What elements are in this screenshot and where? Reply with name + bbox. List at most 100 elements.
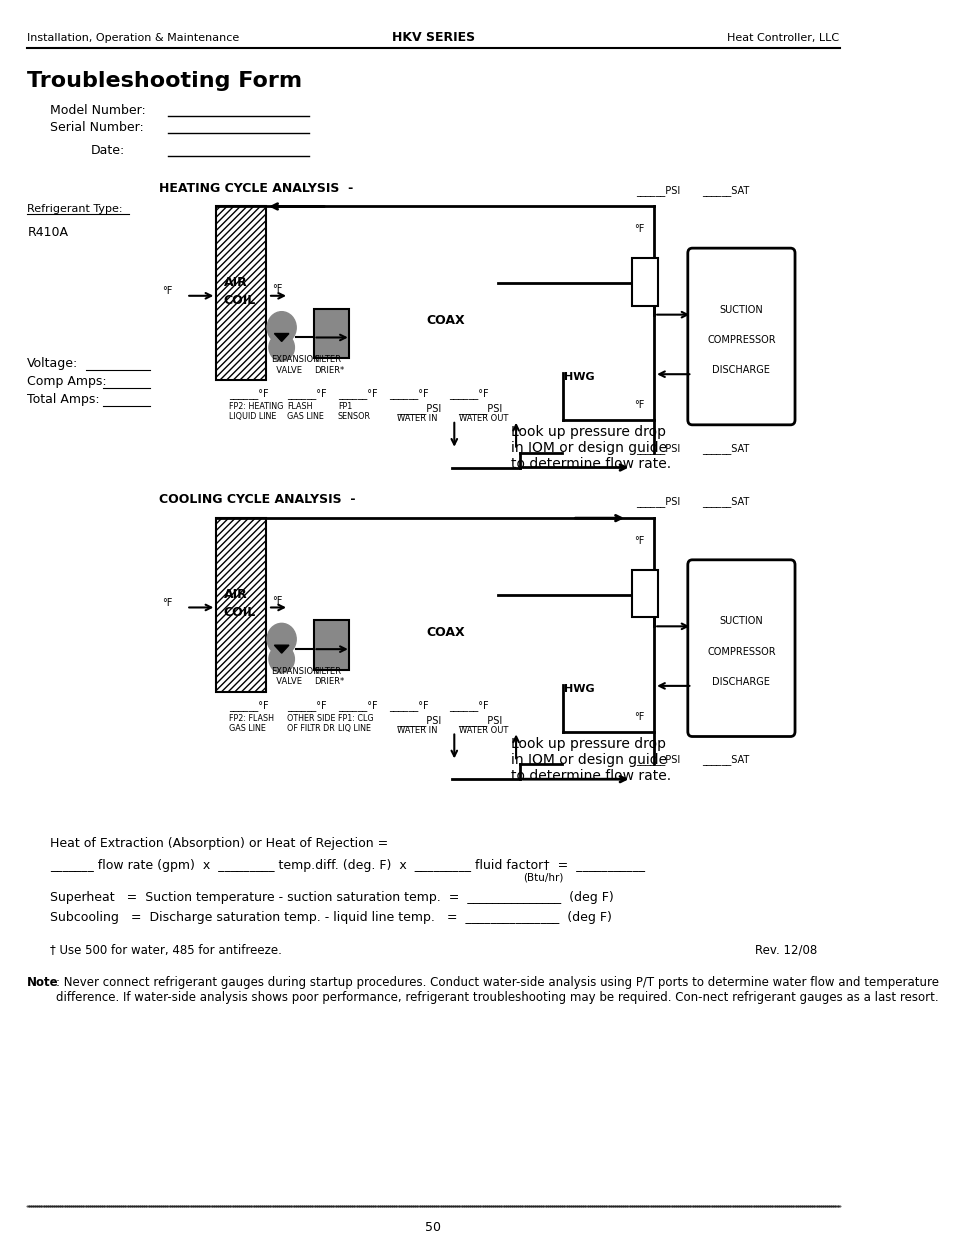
Text: ______°F: ______°F <box>448 388 488 399</box>
Text: ______SAT: ______SAT <box>701 755 749 766</box>
Text: FLASH
GAS LINE: FLASH GAS LINE <box>287 403 324 421</box>
Bar <box>216 519 266 692</box>
Text: ______°F: ______°F <box>389 700 428 710</box>
Text: COOLING CYCLE ANALYSIS  -: COOLING CYCLE ANALYSIS - <box>159 493 355 506</box>
Text: Troubleshooting Form: Troubleshooting Form <box>28 72 302 91</box>
Text: HWG: HWG <box>564 684 595 694</box>
Bar <box>632 258 658 306</box>
Bar <box>314 309 349 358</box>
Text: HEATING CYCLE ANALYSIS  -: HEATING CYCLE ANALYSIS - <box>159 182 353 195</box>
Text: DISCHARGE: DISCHARGE <box>712 366 769 375</box>
Text: ______PSI: ______PSI <box>636 496 679 508</box>
Bar <box>632 569 658 618</box>
Circle shape <box>267 624 295 655</box>
Text: Note: Note <box>28 976 59 989</box>
Text: °F: °F <box>162 598 172 608</box>
Text: ______PSI: ______PSI <box>636 755 679 766</box>
Text: Look up pressure drop
in IOM or design guide
to determine flow rate.: Look up pressure drop in IOM or design g… <box>510 736 670 783</box>
Circle shape <box>392 574 497 690</box>
Circle shape <box>269 645 294 673</box>
Text: SUCTION: SUCTION <box>719 305 762 315</box>
Text: Heat Controller, LLC: Heat Controller, LLC <box>726 32 839 43</box>
Circle shape <box>392 263 497 378</box>
Text: ______SAT: ______SAT <box>701 442 749 453</box>
Circle shape <box>539 645 619 732</box>
Text: °F: °F <box>634 225 644 235</box>
Circle shape <box>405 278 484 364</box>
Text: ______PSI: ______PSI <box>457 403 501 414</box>
Text: HWG: HWG <box>564 372 595 382</box>
Text: ______PSI: ______PSI <box>636 184 679 195</box>
Text: 50: 50 <box>425 1221 441 1234</box>
Polygon shape <box>274 333 289 341</box>
Text: EXPANSION
  VALVE: EXPANSION VALVE <box>271 667 319 687</box>
Text: OTHER SIDE
OF FILTR DR: OTHER SIDE OF FILTR DR <box>287 714 335 734</box>
Text: FP1
SENSOR: FP1 SENSOR <box>337 403 371 421</box>
Circle shape <box>405 589 484 676</box>
Text: °F: °F <box>634 711 644 721</box>
Text: Refrigerant Type:: Refrigerant Type: <box>28 205 123 215</box>
Text: Date:: Date: <box>91 144 125 157</box>
Text: ______SAT: ______SAT <box>701 496 749 508</box>
Text: AIR
COIL: AIR COIL <box>223 588 255 619</box>
Text: EXPANSION
  VALVE: EXPANSION VALVE <box>271 356 319 374</box>
Text: Total Amps:: Total Amps: <box>28 393 100 406</box>
Text: °F: °F <box>634 400 644 410</box>
Text: Comp Amps:: Comp Amps: <box>28 375 107 388</box>
Text: AIR
COIL: AIR COIL <box>223 275 255 308</box>
Text: COMPRESSOR: COMPRESSOR <box>706 647 775 657</box>
Text: ______PSI: ______PSI <box>396 715 441 726</box>
Text: ______°F: ______°F <box>337 700 377 710</box>
Text: ______PSI: ______PSI <box>636 442 679 453</box>
Circle shape <box>551 658 607 720</box>
Text: ______PSI: ______PSI <box>396 403 441 414</box>
Circle shape <box>418 604 471 661</box>
Text: COMPRESSOR: COMPRESSOR <box>706 336 775 346</box>
Text: ______°F: ______°F <box>389 388 428 399</box>
Text: (Btu/hr): (Btu/hr) <box>522 872 563 883</box>
Text: HKV SERIES: HKV SERIES <box>392 31 475 44</box>
Text: °F: °F <box>634 536 644 546</box>
Text: Rev. 12/08: Rev. 12/08 <box>754 944 816 957</box>
Circle shape <box>418 291 471 350</box>
Text: Subcooling   =  Discharge saturation temp. - liquid line temp.   =  ____________: Subcooling = Discharge saturation temp. … <box>50 911 611 924</box>
FancyBboxPatch shape <box>687 248 794 425</box>
Bar <box>216 206 266 380</box>
Text: FILTER
DRIER*: FILTER DRIER* <box>314 667 344 687</box>
Text: FP2: FLASH
GAS LINE: FP2: FLASH GAS LINE <box>229 714 274 734</box>
Text: FP2: HEATING
LIQUID LINE: FP2: HEATING LIQUID LINE <box>229 403 283 421</box>
Circle shape <box>539 333 619 421</box>
Text: Voltage:: Voltage: <box>28 357 78 370</box>
Text: ______°F: ______°F <box>337 388 377 399</box>
Text: ______°F: ______°F <box>229 388 269 399</box>
Text: FILTER
DRIER*: FILTER DRIER* <box>314 356 344 374</box>
Text: COAX: COAX <box>425 626 464 638</box>
Text: FP1: CLG
LIQ LINE: FP1: CLG LIQ LINE <box>337 714 374 734</box>
Text: Superheat   =  Suction temperature - suction saturation temp.  =  ______________: Superheat = Suction temperature - suctio… <box>50 892 613 904</box>
Text: ______SAT: ______SAT <box>701 184 749 195</box>
Polygon shape <box>274 645 289 653</box>
Text: ______°F: ______°F <box>448 700 488 710</box>
Text: °F: °F <box>273 595 283 605</box>
Text: DISCHARGE: DISCHARGE <box>712 677 769 687</box>
Text: ______°F: ______°F <box>287 388 326 399</box>
Text: † Use 500 for water, 485 for antifreeze.: † Use 500 for water, 485 for antifreeze. <box>50 944 281 957</box>
Text: WATER IN: WATER IN <box>396 414 437 422</box>
Text: Serial Number:: Serial Number: <box>50 121 144 135</box>
Text: ______°F: ______°F <box>229 700 269 710</box>
Circle shape <box>267 311 295 343</box>
Text: Model Number:: Model Number: <box>50 104 146 117</box>
Text: COAX: COAX <box>425 314 464 327</box>
Text: _______ flow rate (gpm)  x  _________ temp.diff. (deg. F)  x  _________ fluid fa: _______ flow rate (gpm) x _________ temp… <box>50 858 644 872</box>
Circle shape <box>551 347 607 408</box>
Text: WATER OUT: WATER OUT <box>458 726 508 735</box>
Text: ______°F: ______°F <box>287 700 326 710</box>
Text: °F: °F <box>273 284 283 294</box>
Bar <box>314 620 349 671</box>
Text: Heat of Extraction (Absorption) or Heat of Rejection =: Heat of Extraction (Absorption) or Heat … <box>50 837 388 850</box>
Text: ______PSI: ______PSI <box>457 715 501 726</box>
FancyBboxPatch shape <box>687 559 794 736</box>
Text: WATER IN: WATER IN <box>396 726 437 735</box>
Text: WATER OUT: WATER OUT <box>458 414 508 422</box>
Circle shape <box>269 333 294 362</box>
